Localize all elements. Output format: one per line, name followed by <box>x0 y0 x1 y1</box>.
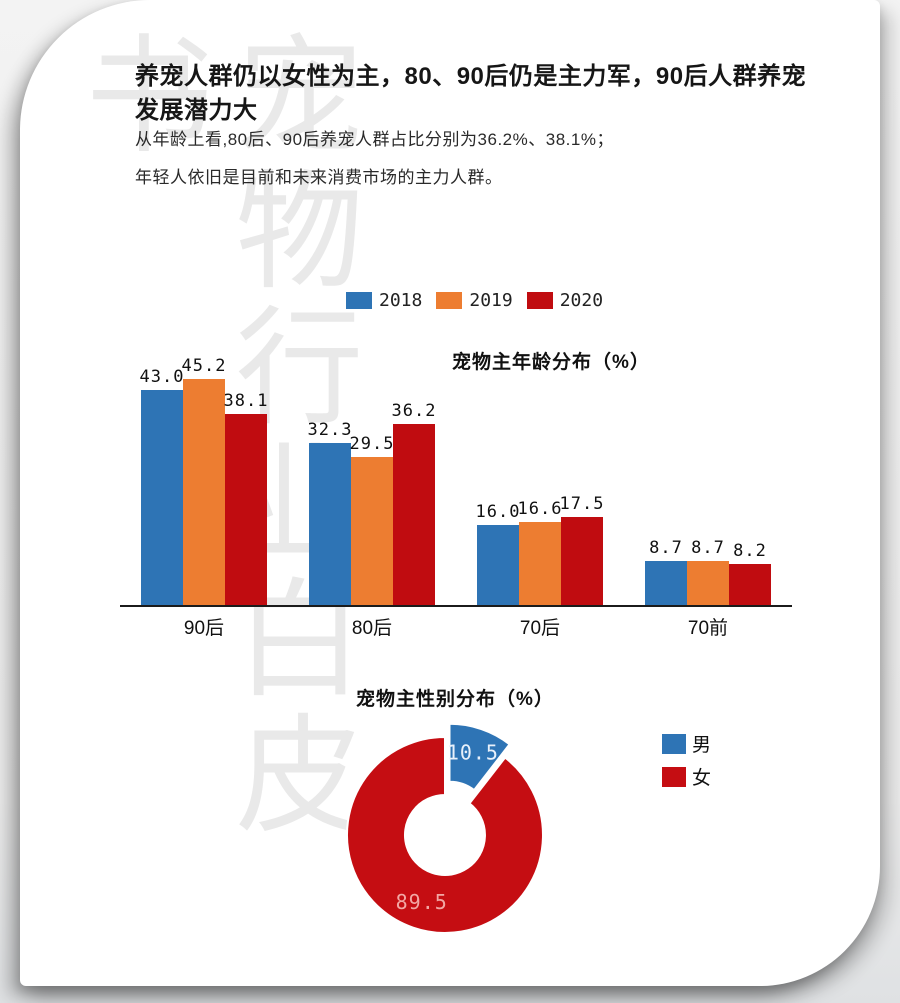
legend-label-2019: 2019 <box>469 290 513 311</box>
legend-label-male: 男 <box>692 735 712 756</box>
bar-value-label: 8.2 <box>733 541 767 561</box>
bar-group-70后: 16.0 16.6 17.5 <box>456 355 624 605</box>
bar-2020-70后: 17.5 <box>559 494 605 605</box>
bar-category-label: 70前 <box>687 618 729 639</box>
pie-legend: 男 女 <box>662 730 711 796</box>
bar-rect <box>477 525 519 605</box>
bar-value-label: 36.2 <box>391 401 437 421</box>
legend-label-2020: 2020 <box>559 290 604 311</box>
bar-group-80后: 32.3 29.5 36.2 <box>288 355 456 605</box>
bar-value-label: 43.0 <box>139 367 185 387</box>
bar-rect <box>225 414 267 605</box>
bar-rect <box>351 457 393 605</box>
donut-slice-女 <box>346 735 544 934</box>
gender-donut-svg: 10.5 89.5 <box>346 722 544 934</box>
bar-rect <box>561 517 603 605</box>
bar-group-90后: 43.0 45.2 38.1 <box>120 355 288 605</box>
whitepaper-card: 宠物行业白皮书 养宠人群仍以女性为主，80、90后仍是主力军，90后人群养宠发展… <box>20 0 880 986</box>
bar-2018-80后: 32.3 <box>307 420 353 605</box>
summary-line-1: 从年龄上看,80后、90后养宠人群占比分别为36.2%、38.1%； <box>135 130 614 149</box>
bar-category-label: 70后 <box>519 618 561 639</box>
bar-chart-legend: 2018 2019 2020 <box>346 290 603 311</box>
bar-2018-70后: 16.0 <box>475 502 521 605</box>
donut-value-label-女: 89.5 <box>396 890 448 914</box>
legend-label-2018: 2018 <box>379 290 423 311</box>
donut-slice-男 <box>448 722 512 792</box>
bar-category-label: 80后 <box>351 618 393 639</box>
bar-rect <box>645 561 687 605</box>
bar-value-label: 8.7 <box>649 538 683 558</box>
bar-value-label: 16.0 <box>475 502 521 522</box>
bar-rect <box>519 522 561 605</box>
bar-rect <box>687 561 729 605</box>
bar-chart-x-axis <box>120 605 792 607</box>
bar-value-label: 17.5 <box>559 494 605 514</box>
bar-2020-80后: 36.2 <box>391 401 437 605</box>
bar-2019-90后: 45.2 <box>181 356 227 605</box>
donut-value-label-男: 10.5 <box>447 741 499 765</box>
bar-rect <box>141 390 183 605</box>
bar-2019-70后: 16.6 <box>517 499 563 605</box>
legend-item-male: 男 <box>662 730 711 757</box>
bar-rect <box>729 564 771 605</box>
bar-value-label: 38.1 <box>223 391 269 411</box>
bar-value-label: 8.7 <box>691 538 725 558</box>
summary-line-2: 年轻人依旧是目前和未来消费市场的主力人群。 <box>135 168 503 187</box>
legend-swatch-female <box>662 766 686 787</box>
bar-category-label: 90后 <box>183 618 225 639</box>
bar-value-label: 45.2 <box>181 356 227 376</box>
legend-item-female: 女 <box>662 763 711 790</box>
bar-rect <box>393 424 435 605</box>
legend-swatch-2018 <box>346 292 372 309</box>
summary-text-block: 从年龄上看,80后、90后养宠人群占比分别为36.2%、38.1%； 年轻人依旧… <box>135 128 825 204</box>
legend-swatch-2019 <box>436 292 463 309</box>
bar-rect <box>183 379 225 605</box>
page-title: 养宠人群仍以女性为主，80、90后仍是主力军，90后人群养宠发展潜力大 <box>135 63 807 125</box>
legend-item-2019: 2019 <box>436 290 513 311</box>
bar-value-label: 29.5 <box>349 434 395 454</box>
bar-2019-80后: 29.5 <box>349 434 395 605</box>
gender-chart-title: 宠物主性别分布（%） <box>356 689 554 710</box>
bar-rect <box>309 443 351 605</box>
bar-group-70前: 8.7 8.7 8.2 <box>624 355 792 605</box>
legend-swatch-male <box>662 733 686 754</box>
bar-2018-70前: 8.7 <box>645 538 687 605</box>
legend-item-2018: 2018 <box>346 290 422 311</box>
bar-2020-70前: 8.2 <box>729 541 771 605</box>
legend-item-2020: 2020 <box>526 290 604 311</box>
bar-value-label: 32.3 <box>307 420 353 440</box>
bar-category-row: 90后 80后 70后 70前 <box>120 613 792 640</box>
legend-label-female: 女 <box>692 768 712 789</box>
bar-value-label: 16.6 <box>517 499 563 519</box>
bar-2020-90后: 38.1 <box>223 391 269 605</box>
bar-groups: 43.0 45.2 38.1 32.3 29.5 36.2 16.0 16.6 17.5 8.7 8… <box>120 355 792 605</box>
age-chart-title: 宠物主年龄分布（%） <box>452 352 650 373</box>
legend-swatch-2020 <box>526 292 553 309</box>
bar-2019-70前: 8.7 <box>687 538 729 605</box>
bar-2018-90后: 43.0 <box>139 367 185 605</box>
